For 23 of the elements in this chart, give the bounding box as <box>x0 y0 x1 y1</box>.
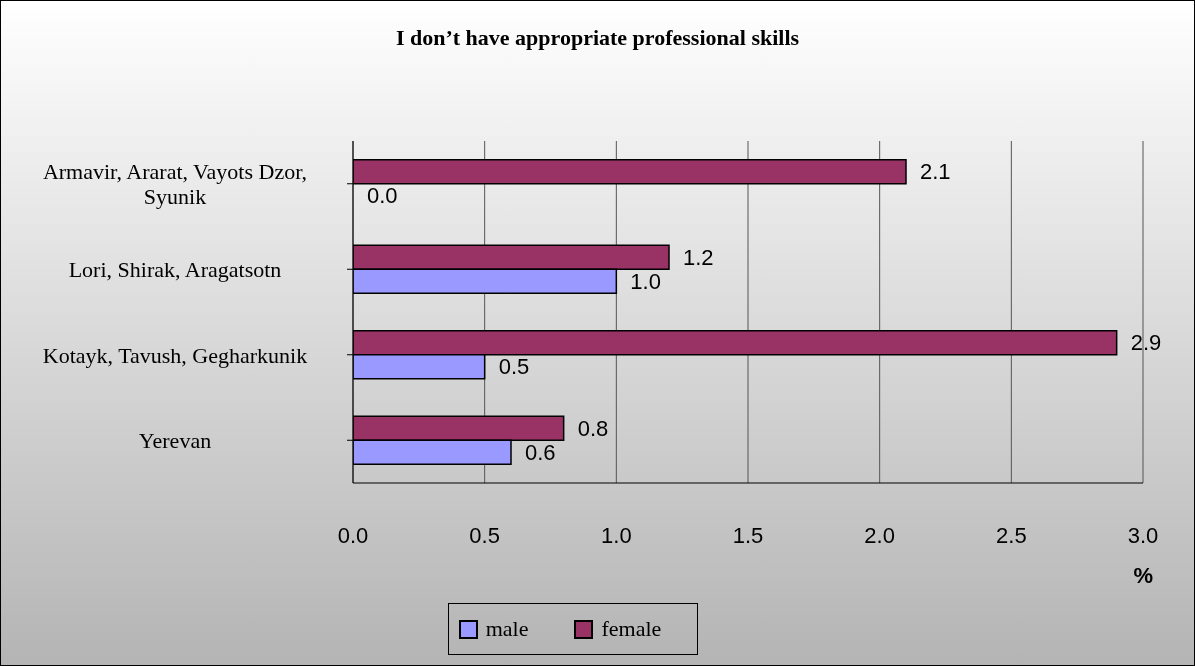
data-label: 0.6 <box>525 439 556 465</box>
y-tick-label: Yerevan <box>138 427 212 453</box>
data-label: 2.1 <box>920 159 951 185</box>
y-tick-label: Kotayk, Tavush, Gegharkunik <box>42 342 308 368</box>
chart-title: I don’t have appropriate professional skills <box>394 25 801 51</box>
x-tick-label: 2.0 <box>864 522 895 548</box>
data-label: 1.2 <box>683 244 714 270</box>
data-label: 0.5 <box>498 354 530 380</box>
data-label: 0.8 <box>577 415 609 441</box>
x-tick-label: 1.0 <box>601 522 632 548</box>
data-label: 2.9 <box>1130 330 1162 356</box>
legend-label: male <box>485 616 529 642</box>
y-tick-label: Lori, Shirak, Aragatsotn <box>68 256 282 282</box>
x-tick-label: 1.5 <box>732 522 764 548</box>
x-tick-label: 3.0 <box>1127 522 1159 548</box>
legend-label: female <box>601 616 662 642</box>
data-label: 0.0 <box>367 183 398 209</box>
x-tick-label: 2.5 <box>996 522 1027 548</box>
data-label: 1.0 <box>630 268 661 294</box>
y-tick-label: Armavir, Ararat, Vayots Dzor, Syunik <box>42 158 308 209</box>
x-axis-title: % <box>1133 563 1153 588</box>
x-tick-label: 0.5 <box>469 522 500 548</box>
x-tick-label: 0.0 <box>337 522 369 548</box>
